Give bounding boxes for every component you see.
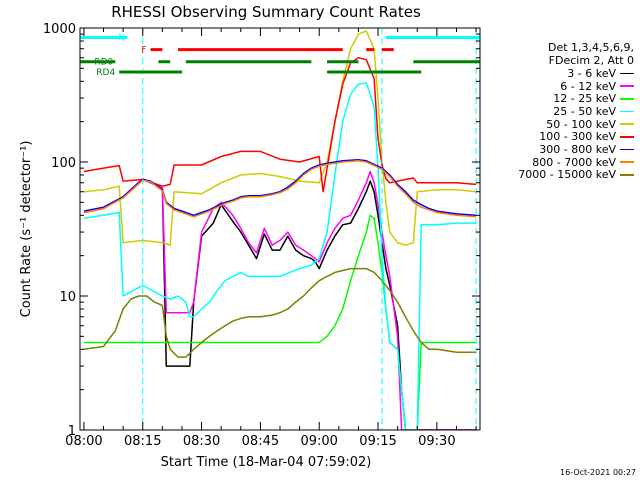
chart-title: RHESSI Observing Summary Count Rates [111,3,421,21]
legend-swatch [620,161,634,163]
legend-label: 50 - 100 keV [546,117,616,131]
x-tick-label-08-00: 08:00 [65,434,102,449]
legend-item-800-7000-kev: 800 - 7000 keV [484,156,634,169]
x-tick-label-08-45: 08:45 [242,434,279,449]
y-tick-label-1: 1 [68,424,76,439]
series-line-300-800-kev [83,158,477,217]
legend-label: 100 - 300 keV [539,130,616,144]
legend-swatch [620,148,634,151]
legend-swatch [620,72,634,75]
y-tick-label-1000: 1000 [43,22,76,37]
legend: Det 1,3,4,5,6,9, FDecim 2, Att 0 3 - 6 k… [484,41,634,181]
series-line-7000-15000-kev [83,267,477,358]
legend-item-300-800-kev: 300 - 800 keV [484,143,634,156]
timestamp: 16-Oct-2021 00:27 [560,468,636,477]
legend-item-6-12-kev: 6 - 12 keV [484,80,634,93]
flag-label-f: F [141,46,146,56]
series-line-3-6-kev [83,177,477,430]
legend-swatch [620,174,634,176]
legend-item-100-300-kev: 100 - 300 keV [484,130,634,143]
series-layer [83,30,477,430]
legend-label: 12 - 25 keV [553,92,616,106]
flag-label-rd0: RD0 [94,58,113,68]
legend-header-line-1: Det 1,3,4,5,6,9, [547,41,634,54]
x-tick-label-08-15: 08:15 [124,434,161,449]
legend-label: 7000 - 15000 keV [518,168,616,182]
legend-swatch [620,123,634,125]
series-line-800-7000-kev [83,160,477,218]
legend-swatch [620,85,634,87]
x-tick-label-09-15: 09:15 [359,434,396,449]
x-axis-label: Start Time (18-Mar-04 07:59:02) [161,455,372,470]
flag-label-n: N [118,33,125,43]
legend-label: 3 - 6 keV [567,66,616,80]
y-axis-label: Count Rate (s⁻¹ detector⁻¹) [19,141,34,318]
legend-item-7000-15000-kev: 7000 - 15000 keV [484,168,634,182]
axis-layer: 08:00 08:15 08:30 08:45 09:00 09:15 09:30 1 10 10… [43,22,480,449]
x-tick-label-09-30: 09:30 [418,434,455,449]
legend-swatch [620,110,634,113]
x-tick-label-08-30: 08:30 [183,434,220,449]
series-line-6-12-kev [83,170,477,430]
legend-label: 300 - 800 keV [539,142,616,156]
legend-swatch [620,135,634,138]
legend-item-3-6-kev: 3 - 6 keV [484,67,634,80]
y-tick-label-100: 100 [51,156,76,171]
flag-label-rd4: RD4 [96,68,115,78]
legend-label: 800 - 7000 keV [532,155,616,169]
legend-item-12-25-kev: 12 - 25 keV [484,92,634,105]
legend-label: 25 - 50 keV [553,104,616,118]
legend-header-line-2: FDecim 2, Att 0 [548,54,634,67]
legend-item-25-50-kev: 25 - 50 keV [484,105,634,118]
series-line-100-300-kev [83,56,477,193]
legend-swatch [620,97,634,100]
legend-item-50-100-kev: 50 - 100 keV [484,118,634,131]
series-line-25-50-kev [83,82,477,430]
y-tick-label-10: 10 [59,290,76,305]
legend-label: 6 - 12 keV [560,79,616,93]
legend-rows: 3 - 6 keV 6 - 12 keV 12 - 25 keV 25 - 50 ke… [484,67,634,181]
x-tick-label-09-00: 09:00 [300,434,337,449]
